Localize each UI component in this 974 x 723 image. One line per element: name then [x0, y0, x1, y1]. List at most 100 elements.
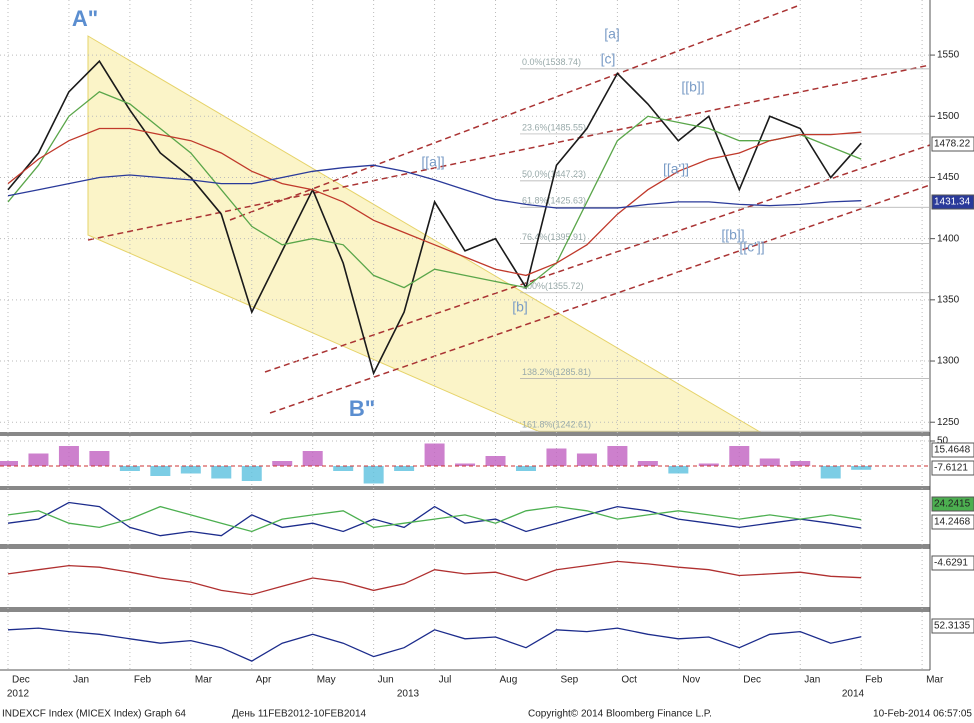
- bar: [0, 461, 18, 466]
- value-tag-box: [931, 514, 974, 530]
- bar: [576, 453, 597, 466]
- bar: [150, 466, 171, 476]
- x-tick-label: Jan: [804, 675, 820, 686]
- y-tick-label: 1550: [937, 50, 960, 61]
- x-tick-label: Jul: [439, 675, 452, 686]
- bar: [485, 456, 506, 466]
- plot: Dec Jan Feb Mar Apr May Jun Jul Aug Sep Oct Nov Dec J…: [0, 0, 974, 700]
- y-tick-label: 1300: [937, 356, 960, 367]
- bar: [698, 463, 719, 466]
- bar: [272, 461, 293, 466]
- wave-label: [[b]]: [681, 79, 704, 95]
- series-line: [7, 560, 862, 596]
- x-tick-label: Jun: [378, 675, 394, 686]
- x-tick-label: Dec: [743, 675, 761, 686]
- x-tick-label: Sep: [560, 675, 578, 686]
- year-label: 2012: [7, 689, 30, 700]
- fib-label: 61.8%(1425.63): [522, 196, 586, 206]
- x-tick-label: Mar: [195, 675, 213, 686]
- bar: [333, 466, 354, 471]
- value-tag: -7.6121: [934, 463, 968, 474]
- x-tick-label: Mar: [926, 675, 944, 686]
- footer-copyright: Copyright© 2014 Bloomberg Finance L.P.: [528, 709, 712, 720]
- bar: [394, 466, 415, 471]
- footer-left: INDEXCF Index (MICEX Index) Graph 64: [2, 709, 186, 720]
- fib-label: 161.8%(1242.61): [522, 420, 591, 430]
- bar: [759, 458, 780, 466]
- wave-label: [c]: [601, 51, 616, 67]
- wave-label: [[a]]: [421, 154, 444, 170]
- value-tag-box: [931, 496, 974, 512]
- series-line: [7, 127, 862, 277]
- value-tag: 14.2468: [934, 517, 971, 528]
- x-tick-label: Feb: [865, 675, 883, 686]
- bar: [820, 466, 841, 479]
- series-line: [7, 505, 862, 533]
- value-tag: 1431.34: [934, 197, 971, 208]
- x-tick-label: Nov: [682, 675, 700, 686]
- wave-label: [[a']]: [663, 161, 689, 177]
- series-line: [7, 59, 862, 376]
- panel-separators: [0, 432, 930, 612]
- wave-label: B": [349, 396, 375, 421]
- bar: [424, 443, 445, 466]
- year-label: 2014: [842, 689, 865, 700]
- x-tick-label: Jan: [73, 675, 89, 686]
- fib-label: 23.6%(1485.55): [522, 122, 586, 132]
- x-tick-label: Feb: [134, 675, 152, 686]
- wave-label: [[b]]: [721, 227, 744, 243]
- bar: [729, 446, 750, 466]
- bar: [363, 466, 384, 484]
- y-tick-label: 1400: [937, 233, 960, 244]
- fib-label: 100%(1355.72): [522, 281, 584, 291]
- y-tick-label: 50: [937, 436, 949, 447]
- value-tag-box: [931, 194, 974, 210]
- series-line: [7, 91, 862, 289]
- y-tick-label: 1250: [937, 417, 960, 428]
- x-tick-label: Apr: [256, 675, 272, 686]
- value-tag: 24.2415: [934, 499, 971, 510]
- y-tick-label: 1450: [937, 172, 960, 183]
- fib-label: 138.2%(1285.81): [522, 367, 591, 377]
- wave-label: [[c']]: [739, 239, 764, 255]
- bar: [119, 466, 140, 471]
- bar: [851, 466, 872, 470]
- x-tick-label: Aug: [500, 675, 518, 686]
- bar: [637, 461, 658, 466]
- value-tag-box: [931, 555, 974, 571]
- bar: [515, 466, 536, 471]
- bar: [546, 448, 567, 466]
- bar: [607, 446, 628, 466]
- y-tick-label: 1500: [937, 111, 960, 122]
- bar: [668, 466, 689, 474]
- value-tag: 52.3135: [934, 621, 971, 632]
- bar: [180, 466, 201, 474]
- value-tag: 15.4648: [934, 445, 971, 456]
- value-tag: -4.6291: [934, 558, 968, 569]
- wave-label: A": [72, 6, 98, 31]
- value-tag-box: [931, 618, 974, 634]
- trend-lines: [87, 4, 931, 414]
- wave-label: [a]: [604, 26, 620, 42]
- bar: [58, 446, 79, 466]
- fib-label: 0.0%(1538.74): [522, 57, 581, 67]
- year-label: 2013: [397, 689, 420, 700]
- value-tag-box: [931, 460, 974, 476]
- bar: [302, 451, 323, 466]
- x-tick-label: Dec: [12, 675, 30, 686]
- series-line: [7, 501, 862, 537]
- fib-label: 76.4%(1395.91): [522, 232, 586, 242]
- wave-label: [b]: [512, 299, 528, 315]
- footer-period: День 11FEB2012-10FEB2014: [232, 709, 367, 720]
- series-line: [7, 164, 862, 209]
- footer-timestamp: 10-Feb-2014 06:57:05: [873, 709, 972, 720]
- bar: [455, 463, 476, 466]
- bar: [790, 461, 811, 466]
- value-tag-box: [931, 442, 974, 458]
- bar: [211, 466, 232, 479]
- bar: [241, 466, 262, 481]
- x-tick-label: May: [317, 675, 336, 686]
- bar: [89, 451, 110, 466]
- x-tick-label: Oct: [621, 675, 637, 686]
